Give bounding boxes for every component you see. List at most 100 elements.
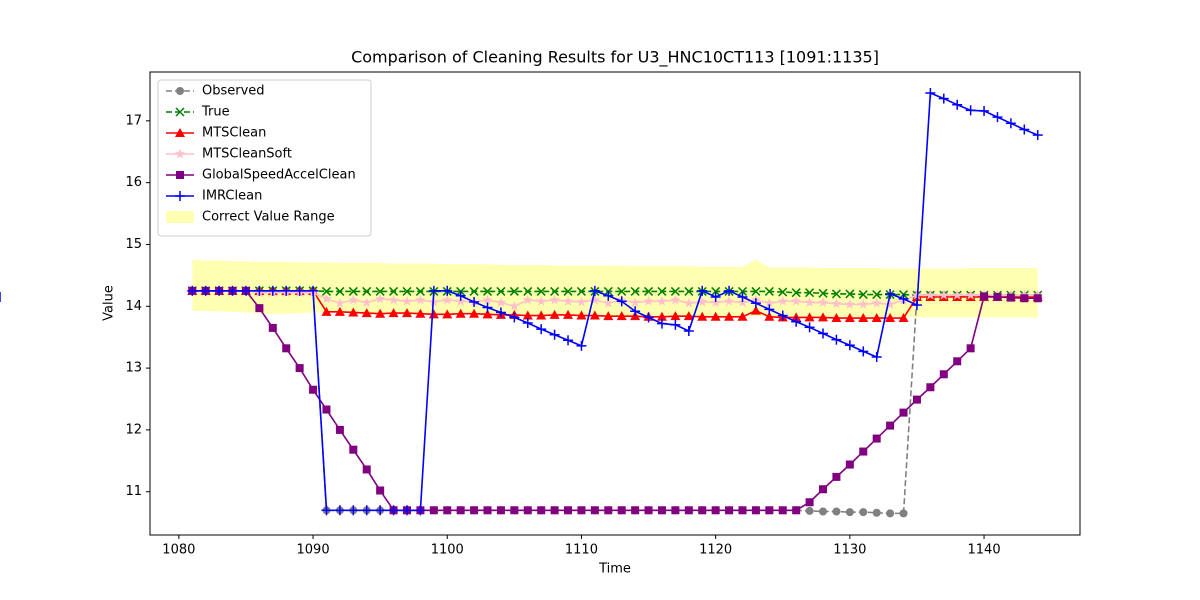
marker-shape (349, 445, 358, 454)
marker (683, 311, 694, 321)
marker (496, 506, 505, 515)
marker (389, 286, 399, 296)
marker (361, 308, 372, 318)
marker (455, 290, 466, 301)
marker (1006, 293, 1015, 302)
x-tick-label: 1120 (699, 543, 732, 558)
marker (683, 297, 695, 308)
marker-shape (751, 286, 761, 296)
marker-shape (362, 465, 371, 474)
marker (522, 317, 533, 328)
marker (1032, 130, 1043, 141)
marker-shape (670, 311, 681, 321)
marker-shape (401, 308, 412, 318)
marker-shape (899, 408, 908, 417)
marker (725, 506, 734, 515)
marker (832, 507, 841, 516)
legend-box (157, 79, 372, 237)
x-axis-label: Time (598, 562, 631, 577)
legend-swatch (166, 211, 194, 223)
marker (374, 293, 386, 304)
marker (456, 506, 465, 515)
marker (200, 285, 211, 296)
marker-shape (872, 434, 881, 443)
marker (791, 316, 802, 327)
marker (549, 309, 560, 319)
marker (176, 87, 184, 95)
marker (550, 286, 560, 296)
marker (845, 460, 854, 469)
marker-shape (348, 307, 359, 317)
marker (176, 171, 184, 179)
legend: Observed True MTSClean MTSCleanSoft GlobalSp… (157, 79, 372, 237)
marker (549, 294, 560, 305)
marker-shape (376, 486, 385, 495)
marker (348, 307, 359, 317)
marker-shape (737, 311, 748, 321)
marker (644, 506, 653, 515)
marker-shape (510, 506, 519, 515)
marker (549, 329, 560, 340)
marker (629, 297, 641, 308)
marker-shape (711, 286, 721, 296)
marker-shape (334, 306, 345, 316)
marker (295, 364, 304, 373)
marker (495, 307, 506, 318)
marker (375, 505, 386, 516)
marker-shape (804, 312, 815, 322)
marker (187, 285, 198, 296)
marker (723, 295, 735, 306)
marker-shape (844, 298, 856, 309)
marker-shape (443, 506, 452, 515)
marker-shape (455, 295, 466, 306)
marker (844, 298, 856, 309)
marker (589, 285, 600, 296)
marker-shape (255, 304, 264, 313)
marker-shape (805, 498, 814, 507)
marker (750, 298, 761, 309)
series-line (192, 91, 1039, 512)
marker (631, 506, 640, 515)
marker (710, 297, 721, 308)
marker-shape (174, 148, 186, 159)
marker (911, 300, 922, 311)
x-tick-label: 1110 (565, 543, 598, 558)
marker (644, 286, 654, 296)
marker (268, 323, 277, 332)
marker (859, 508, 868, 517)
marker (401, 295, 413, 306)
marker-shape (176, 171, 184, 179)
marker (697, 285, 708, 296)
marker (764, 297, 775, 308)
marker-shape (483, 506, 492, 515)
marker (510, 506, 519, 515)
marker (724, 285, 735, 296)
marker (563, 286, 573, 296)
marker (322, 405, 331, 414)
marker-shape (951, 289, 963, 300)
marker (805, 498, 814, 507)
marker-shape (817, 297, 829, 308)
marker (576, 310, 587, 320)
marker (938, 289, 950, 300)
marker (993, 293, 1002, 302)
marker-shape (790, 295, 802, 306)
marker-shape (268, 323, 277, 332)
marker (738, 506, 747, 515)
marker-shape (819, 507, 828, 516)
marker (979, 105, 990, 116)
marker-shape (898, 313, 909, 323)
marker-shape (1006, 293, 1015, 302)
marker-shape (482, 294, 493, 305)
marker (670, 311, 681, 321)
marker-shape (1033, 294, 1042, 303)
x-tick-label: 1080 (162, 543, 195, 558)
marker-shape (309, 385, 318, 394)
marker-shape (495, 297, 507, 308)
marker (563, 309, 574, 319)
marker (321, 306, 332, 316)
marker (831, 298, 842, 309)
marker-shape (765, 506, 774, 515)
marker (240, 285, 251, 296)
marker (495, 297, 507, 308)
